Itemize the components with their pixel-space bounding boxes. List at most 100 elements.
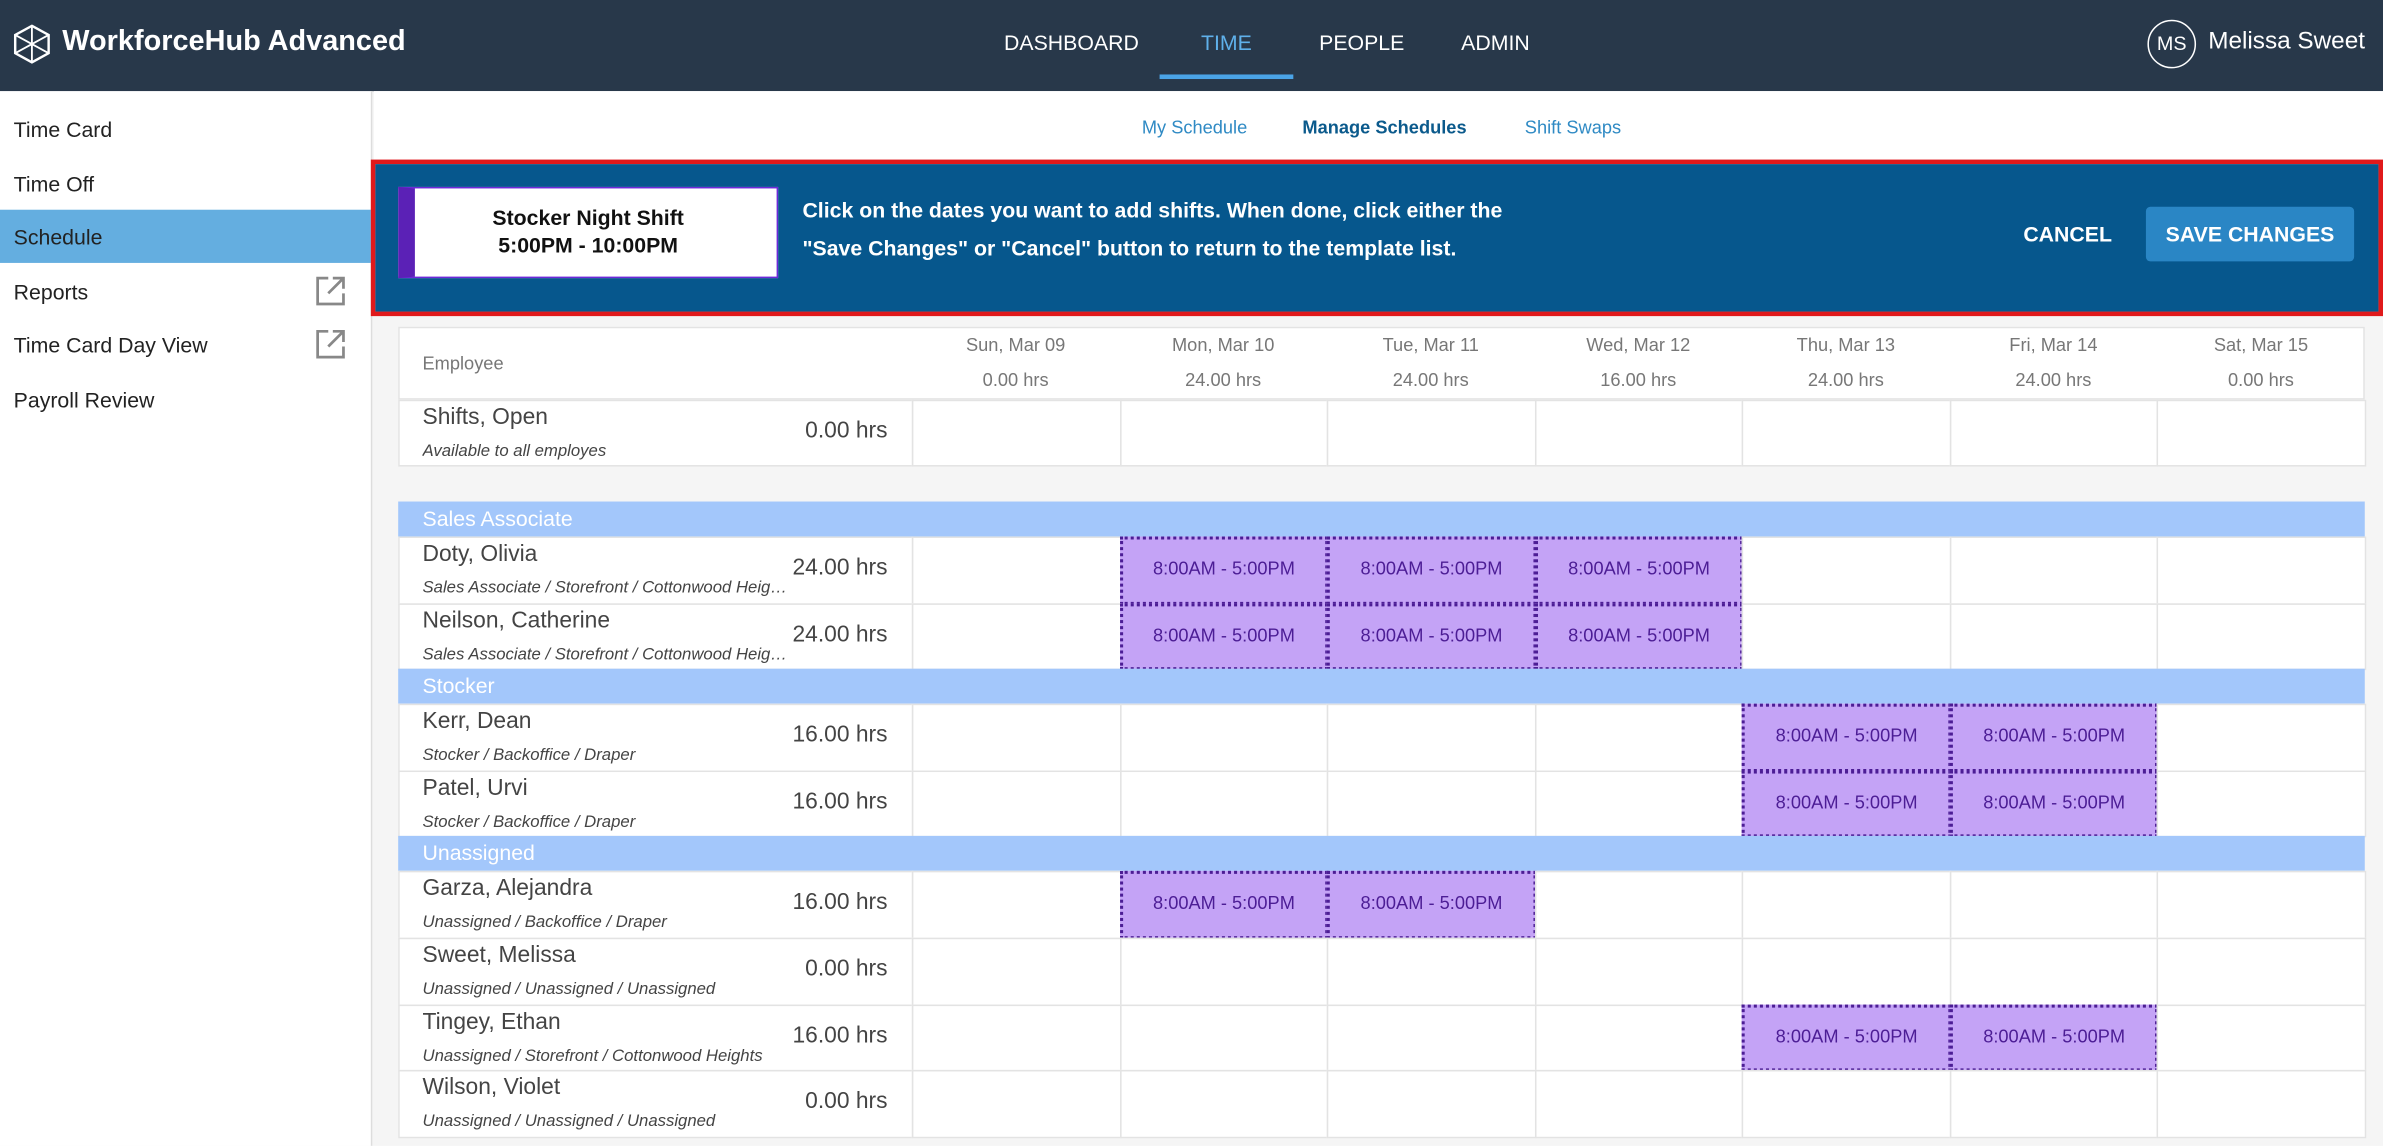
day-cell[interactable] [1534,937,1744,1006]
shift-cell[interactable]: 8:00AM - 5:00PM [1326,536,1537,605]
shift-cell[interactable]: 8:00AM - 5:00PM [1742,770,1952,838]
sidebar-item[interactable]: Schedule [0,209,371,263]
day-cell[interactable] [1742,1070,1952,1138]
day-cell[interactable] [2157,602,2367,671]
day-cell[interactable] [1326,399,1537,467]
day-cell[interactable] [2157,871,2367,940]
employee-name: Tingey, Ethan [422,1008,561,1035]
day-label: Tue, Mar 11 [1382,334,1479,356]
day-cell[interactable] [1949,399,2159,467]
day-cell[interactable] [1949,602,2159,671]
shift-cell[interactable]: 8:00AM - 5:00PM [1119,536,1329,605]
day-cell[interactable] [1742,871,1952,940]
day-hours: 0.00 hrs [2228,369,2294,391]
employee-cell [398,399,914,467]
day-cell[interactable] [1742,937,1952,1006]
day-cell[interactable] [1742,399,1952,467]
day-cell[interactable] [2157,1003,2367,1072]
shift-cell[interactable]: 8:00AM - 5:00PM [1534,602,1744,671]
day-cell[interactable] [1326,1070,1537,1138]
shift-cell[interactable]: 8:00AM - 5:00PM [1949,770,2159,838]
day-cell[interactable] [1119,770,1329,838]
day-cell[interactable] [1119,703,1329,772]
day-cell[interactable] [911,770,1121,838]
employee-cell [398,536,914,605]
save-button[interactable]: SAVE CHANGES [2145,206,2355,262]
sidebar-item[interactable]: Time Card [0,102,371,155]
day-cell[interactable] [1326,703,1537,772]
day-cell[interactable] [2157,703,2367,772]
day-cell[interactable] [1326,1003,1537,1072]
sidebar-label: Time Off [13,170,95,196]
logo-icon [13,24,50,64]
shift-cell[interactable]: 8:00AM - 5:00PM [1949,703,2159,772]
day-cell[interactable] [1949,871,2159,940]
shift-time: 5:00PM - 10:00PM [498,232,679,257]
shift-cell[interactable]: 8:00AM - 5:00PM [1949,1003,2159,1072]
day-cell[interactable] [2157,1070,2367,1138]
instruction: Click on the dates you want to add shift… [802,197,1503,222]
day-cell[interactable] [1534,1003,1744,1072]
employee-name: Garza, Alejandra [422,875,593,902]
day-cell[interactable] [1119,399,1329,467]
day-cell[interactable] [1326,937,1537,1006]
day-cell[interactable] [911,602,1121,671]
employee-detail: Unassigned / Backoffice / Draper [422,913,667,933]
nav-item[interactable]: ADMIN [1461,30,1530,55]
nav-item[interactable]: TIME [1201,30,1252,55]
day-cell[interactable] [911,937,1121,1006]
external-icon[interactable] [315,274,347,306]
day-cell[interactable] [1949,536,2159,605]
day-cell[interactable] [1534,703,1744,772]
day-cell[interactable] [2157,399,2367,467]
day-cell[interactable] [1742,602,1952,671]
employee-name: Doty, Olivia [422,541,538,567]
day-cell[interactable] [1949,937,2159,1006]
day-cell[interactable] [1119,1070,1329,1138]
user-name[interactable]: Melissa Sweet [2208,28,2365,55]
sidebar-item[interactable]: Reports [0,264,371,317]
nav-item[interactable]: PEOPLE [1319,30,1405,55]
day-cell[interactable] [911,1003,1121,1072]
day-cell[interactable] [911,536,1121,605]
day-cell[interactable] [1326,770,1537,838]
day-cell[interactable] [1534,399,1744,467]
day-cell[interactable] [1119,937,1329,1006]
day-cell[interactable] [1534,1070,1744,1138]
day-cell[interactable] [911,399,1121,467]
employee-detail: Sales Associate / Storefront / Cottonwoo… [422,579,791,598]
tab[interactable]: My Schedule [1141,117,1248,139]
avatar[interactable]: MS [2147,19,2197,69]
day-cell[interactable] [1949,1070,2159,1138]
shift-cell[interactable]: 8:00AM - 5:00PM [1742,1003,1952,1072]
day-cell[interactable] [911,703,1121,772]
tab[interactable]: Shift Swaps [1524,117,1622,139]
day-cell[interactable] [1534,770,1744,838]
shift-cell[interactable]: 8:00AM - 5:00PM [1326,871,1537,940]
external-link [316,329,345,359]
sidebar-item[interactable]: Payroll Review [0,372,371,425]
day-hours: 24.00 hrs [1185,369,1262,391]
shift-cell[interactable]: 8:00AM - 5:00PM [1742,703,1952,772]
day-cell[interactable] [1119,1003,1329,1072]
banner-highlight [370,159,2383,317]
shift-cell[interactable]: 8:00AM - 5:00PM [1119,871,1329,940]
day-cell[interactable] [2157,770,2367,838]
day-label: Fri, Mar 14 [2009,334,2098,356]
day-cell[interactable] [2157,536,2367,605]
nav-item[interactable]: DASHBOARD [1004,30,1139,55]
shift-cell[interactable]: 8:00AM - 5:00PM [1534,536,1744,605]
sidebar-item[interactable]: Time Off [0,156,371,209]
external-icon[interactable] [315,328,347,360]
sidebar-item[interactable]: Time Card Day View [0,318,371,371]
shift-cell[interactable]: 8:00AM - 5:00PM [1119,602,1329,671]
tab[interactable]: Manage Schedules [1302,117,1467,139]
day-cell[interactable] [1742,536,1952,605]
day-cell[interactable] [1534,871,1744,940]
group-name: Stocker [422,673,495,698]
day-cell[interactable] [911,1070,1121,1138]
day-cell[interactable] [911,871,1121,940]
day-cell[interactable] [2157,937,2367,1006]
cancel-button[interactable]: CANCEL [2023,221,2112,247]
shift-cell[interactable]: 8:00AM - 5:00PM [1326,602,1537,671]
